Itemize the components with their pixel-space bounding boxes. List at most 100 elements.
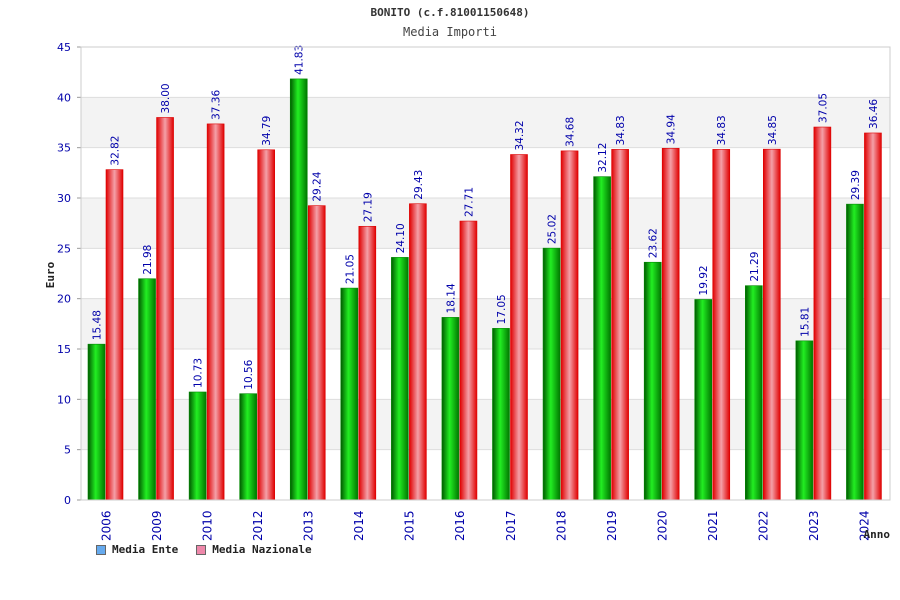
bar-media-ente (289, 78, 308, 501)
bar-media-nazionale (560, 150, 579, 501)
data-label: 27.19 (362, 192, 374, 222)
axes: 0 5 10 15 20 25 30 35 40 45 2006 2009 2010 2012 2013 20… (44, 41, 891, 541)
data-label: 29.39 (850, 170, 862, 200)
y-tick-label: 45 (57, 41, 71, 54)
bar-media-ente (542, 247, 561, 501)
data-label: 37.05 (817, 93, 829, 123)
data-label: 29.24 (312, 171, 324, 201)
y-axis-title: Euro (44, 261, 57, 288)
chart-title: BONITO (c.f.81001150648) (370, 6, 530, 19)
x-tick-label: 2006 (99, 510, 113, 541)
bar-media-nazionale (409, 203, 427, 501)
data-label: 21.29 (749, 252, 761, 282)
data-label: 34.83 (615, 115, 627, 145)
bar-media-ente (846, 203, 864, 501)
data-label: 17.05 (496, 294, 508, 324)
x-tick-label: 2022 (757, 510, 771, 541)
legend-swatch-ente (96, 544, 106, 555)
data-label: 34.94 (666, 114, 678, 144)
bar-media-nazionale (105, 169, 124, 501)
data-label: 24.10 (395, 223, 407, 253)
data-label: 29.43 (413, 170, 425, 200)
x-axis-title: Anno (864, 528, 891, 541)
data-label: 38.00 (160, 83, 172, 113)
data-label: 34.85 (767, 115, 779, 145)
legend-item-nazionale: Media Nazionale (196, 543, 312, 556)
x-tick-label: 2019 (605, 510, 619, 541)
y-tick-label: 25 (57, 242, 71, 255)
legend: Media Ente Media Nazionale (96, 543, 312, 556)
legend-label-nazionale: Media Nazionale (212, 543, 312, 556)
bar-media-nazionale (712, 149, 731, 501)
y-tick-label: 15 (57, 343, 71, 356)
x-tick-label: 2009 (150, 510, 164, 541)
bar-media-nazionale (611, 149, 629, 501)
y-tick-label: 35 (57, 142, 71, 155)
bar-media-ente (87, 343, 106, 501)
data-label: 15.48 (92, 310, 104, 340)
x-tick-label: 2016 (453, 510, 467, 541)
data-label: 25.02 (547, 214, 559, 244)
bar-media-nazionale (864, 132, 882, 501)
x-tick-label: 2010 (200, 510, 214, 541)
x-tick-label: 2024 (858, 510, 872, 541)
data-label: 10.56 (243, 359, 255, 389)
bar-media-nazionale (307, 205, 326, 501)
y-tick-label: 20 (57, 293, 71, 306)
data-label: 41.83 (294, 45, 306, 75)
y-tick-label: 40 (57, 91, 71, 104)
bar-media-nazionale (459, 220, 478, 501)
data-label: 10.73 (193, 358, 205, 388)
data-label: 34.68 (565, 117, 577, 147)
data-label: 21.05 (344, 254, 356, 284)
data-label: 34.79 (261, 116, 273, 146)
bar-media-ente (643, 261, 662, 501)
legend-label-ente: Media Ente (112, 543, 179, 556)
data-label: 19.92 (698, 265, 710, 295)
bar-media-ente (593, 176, 611, 501)
grid-band (81, 47, 890, 98)
bar-media-ente (492, 328, 510, 501)
bar-media-ente (795, 340, 814, 501)
x-tick-label: 2012 (251, 510, 265, 541)
data-label: 34.32 (514, 120, 526, 150)
chart-subtitle: Media Importi (403, 25, 497, 39)
x-tick-label: 2014 (352, 510, 366, 541)
bar-media-nazionale (763, 148, 781, 501)
bar-media-ente (694, 299, 713, 501)
bar-media-nazionale (358, 225, 377, 501)
bar-media-ente (391, 257, 409, 501)
bar-media-nazionale (156, 117, 174, 501)
bar-media-nazionale (510, 154, 528, 501)
data-label: 23.62 (648, 228, 660, 258)
data-label: 18.14 (445, 283, 457, 313)
plot-frame (80, 46, 891, 501)
bar-media-nazionale (661, 147, 680, 501)
x-tick-label: 2018 (554, 510, 568, 541)
bar-media-ente (239, 393, 257, 501)
data-label: 27.71 (463, 187, 475, 217)
x-tick-label: 2013 (302, 510, 316, 541)
x-tick-label: 2015 (403, 510, 417, 541)
legend-swatch-nazionale (196, 544, 207, 555)
data-label: 37.36 (211, 90, 223, 120)
y-tick-label: 10 (57, 393, 71, 406)
y-tick-label: 5 (64, 444, 71, 457)
x-tick-label: 2023 (807, 510, 821, 541)
data-labels: 15.48 32.82 21.98 38.00 10.73 37.36 10.56 34.79… (92, 45, 880, 390)
legend-item-ente: Media Ente (96, 543, 178, 556)
x-tick-label: 2021 (706, 510, 720, 541)
bar-media-ente (138, 278, 156, 501)
bars (87, 78, 882, 501)
bar-media-nazionale (206, 123, 225, 501)
bar-media-nazionale (813, 126, 832, 501)
y-tick-label: 0 (64, 494, 71, 507)
data-label: 21.98 (142, 245, 154, 275)
x-tick-label: 2020 (655, 510, 669, 541)
bar-media-ente (441, 317, 460, 501)
bar-media-nazionale (257, 149, 275, 501)
bar-media-ente (745, 285, 763, 501)
data-label: 32.12 (597, 143, 609, 173)
data-label: 15.81 (799, 307, 811, 337)
